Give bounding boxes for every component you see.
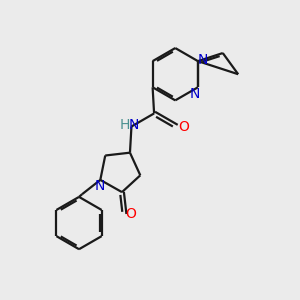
Text: N: N (198, 52, 208, 67)
Text: N: N (95, 179, 106, 194)
Text: N: N (189, 87, 200, 101)
Text: O: O (178, 119, 189, 134)
Text: N: N (128, 118, 139, 132)
Text: H: H (120, 118, 130, 132)
Text: O: O (125, 207, 136, 221)
